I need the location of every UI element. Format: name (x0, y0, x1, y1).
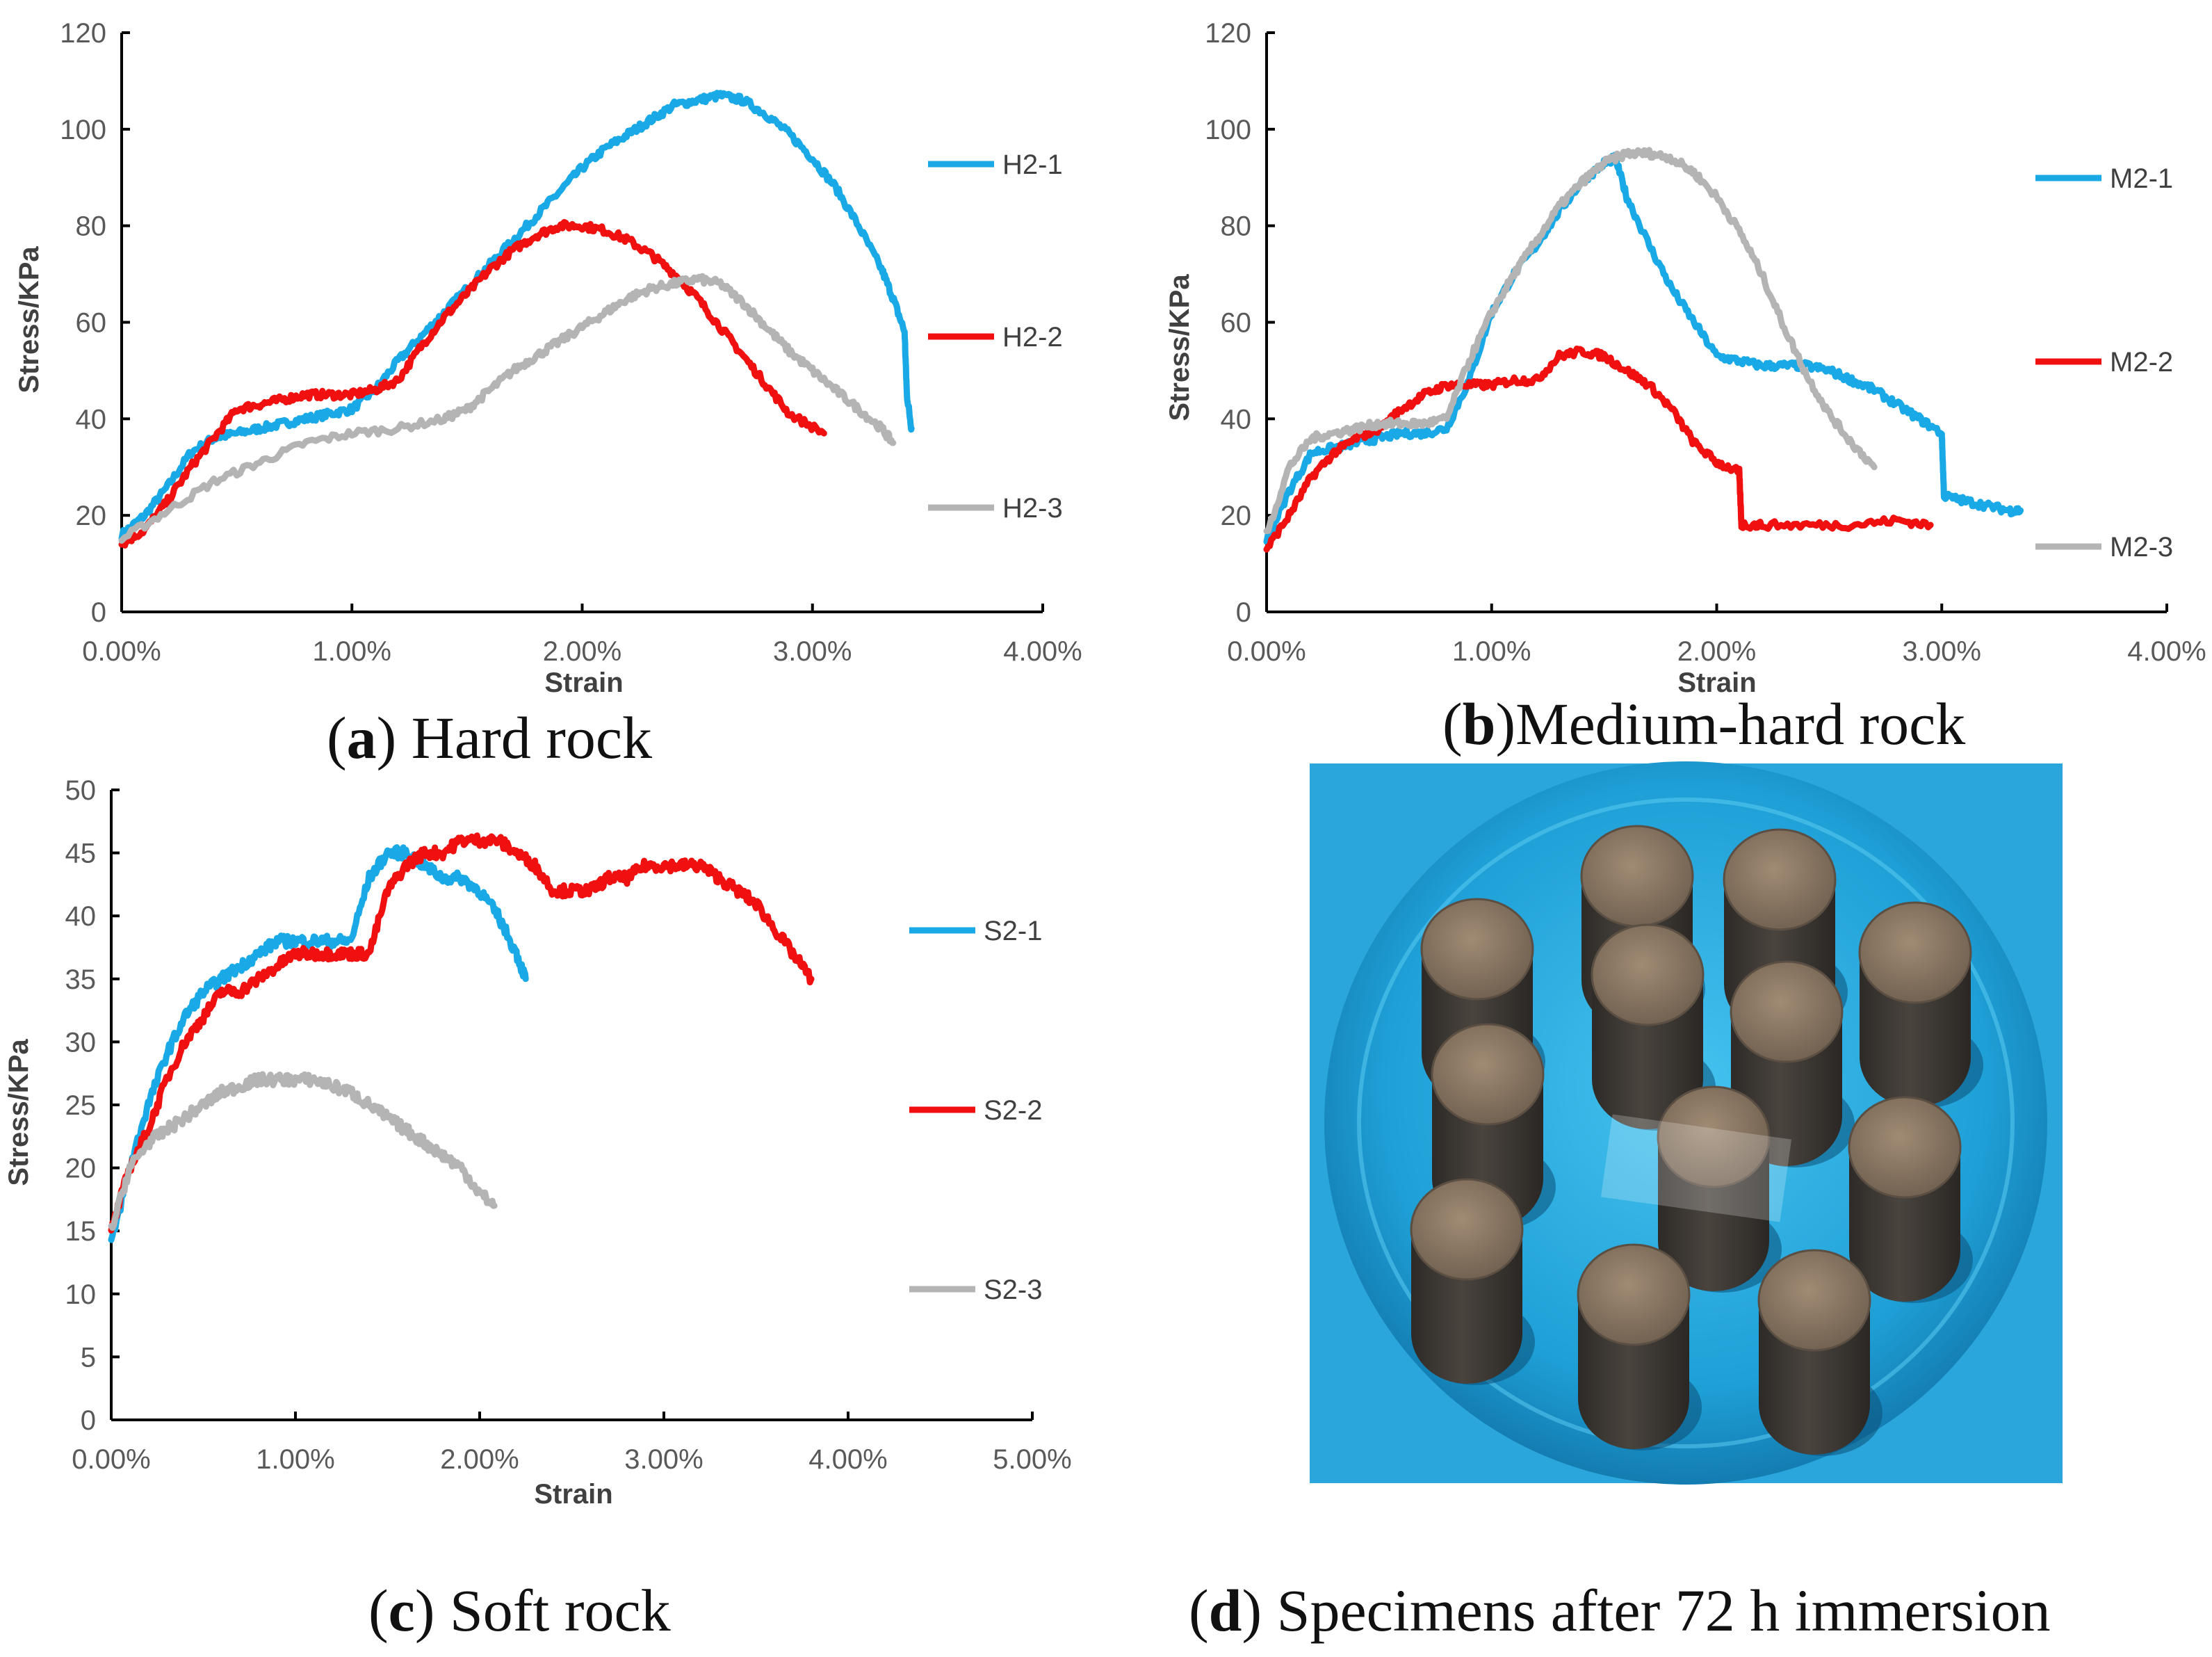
y-tick-label: 0 (91, 597, 106, 628)
y-tick-label: 20 (65, 1154, 97, 1184)
y-tick-label: 100 (1205, 115, 1251, 145)
x-tick-label: 0.00% (1227, 636, 1306, 667)
specimen-cylinder (1410, 1178, 1535, 1385)
legend-label-m2-1: M2-1 (2110, 163, 2173, 194)
x-tick-label: 1.00% (313, 636, 391, 667)
legend-label-h2-1: H2-1 (1002, 149, 1063, 180)
series-line-h2-1 (118, 90, 915, 542)
legend-label-h2-2: H2-2 (1002, 322, 1063, 353)
x-tick-label: 1.00% (256, 1444, 334, 1475)
x-axis-title: Strain (534, 1479, 612, 1510)
y-tick-label: 40 (76, 404, 107, 435)
y-tick-label: 60 (1221, 308, 1252, 339)
series-line-m2-2 (1263, 346, 1934, 553)
y-tick-label: 80 (1221, 211, 1252, 242)
y-tick-label: 80 (76, 211, 107, 242)
y-tick-label: 10 (65, 1279, 97, 1310)
chart-panel-c: 0 5 10 15 20 25 30 35 40 45 50 0.00% 1.00% 2.00% 3.00%… (3, 775, 1072, 1510)
y-tick-label: 30 (65, 1027, 97, 1058)
y-tick-label: 50 (65, 775, 97, 806)
x-tick-label: 2.00% (1677, 636, 1756, 667)
x-tick-label: 1.00% (1452, 636, 1531, 667)
specimen-cylinder (1577, 1243, 1702, 1450)
y-tick-label: 40 (65, 901, 97, 932)
legend-label-h2-3: H2-3 (1002, 493, 1063, 524)
y-tick-label: 45 (65, 839, 97, 869)
chart-panel-a: 0 20 40 60 80 100 120 0.00% 1.00% 2.00% 3.00% 4.00%… (14, 18, 1082, 698)
y-tick-label: 100 (60, 115, 106, 145)
x-tick-label: 0.00% (72, 1444, 150, 1475)
y-tick-label: 120 (60, 18, 106, 49)
x-tick-label: 2.00% (543, 636, 621, 667)
y-axis-title: Stress/KPa (14, 246, 44, 394)
specimen-cylinder (1848, 1096, 1973, 1303)
caption-c: (c) Soft rock (368, 1577, 671, 1644)
specimen-cylinder (1858, 901, 1983, 1108)
legend-label-s2-2: S2-2 (984, 1095, 1043, 1126)
series-line-s2-1 (108, 844, 529, 1243)
x-axis-title: Strain (544, 668, 623, 698)
specimen-cylinder (1591, 923, 1716, 1131)
water-reflection (1600, 1114, 1792, 1222)
series-line-s2-2 (108, 832, 815, 1234)
y-tick-label: 40 (1221, 404, 1252, 435)
y-tick-label: 0 (1236, 597, 1251, 628)
x-tick-label: 4.00% (808, 1444, 887, 1475)
y-axis-title: Stress/KPa (3, 1039, 34, 1186)
y-tick-label: 15 (65, 1216, 97, 1247)
y-tick-label: 120 (1205, 18, 1251, 49)
specimen-group (1410, 825, 1983, 1456)
chart-panel-b: 0 20 40 60 80 100 120 0.00% 1.00% 2.00% 3.00% 4.00%… (1164, 18, 2206, 698)
y-tick-label: 25 (65, 1090, 97, 1121)
caption-d: (d) Specimens after 72 h immersion (1189, 1577, 2051, 1644)
legend-label-s2-3: S2-3 (984, 1275, 1043, 1305)
y-tick-label: 60 (76, 308, 107, 339)
series-line-h2-2 (118, 219, 827, 549)
y-tick-label: 5 (81, 1342, 96, 1373)
y-tick-label: 35 (65, 964, 97, 995)
y-tick-label: 20 (76, 501, 107, 531)
x-tick-label: 4.00% (2127, 636, 2206, 667)
y-axis-title: Stress/KPa (1164, 274, 1195, 421)
x-tick-label: 0.00% (82, 636, 161, 667)
x-tick-label: 3.00% (624, 1444, 703, 1475)
x-axis-title: Strain (1677, 668, 1756, 698)
legend-label-m2-2: M2-2 (2110, 347, 2173, 378)
x-tick-label: 2.00% (440, 1444, 519, 1475)
legend-label-s2-1: S2-1 (984, 916, 1043, 946)
x-tick-label: 4.00% (1003, 636, 1082, 667)
legend-label-m2-3: M2-3 (2110, 532, 2173, 563)
x-tick-label: 3.00% (773, 636, 852, 667)
series-line-s2-3 (108, 1071, 498, 1231)
specimen-cylinder (1757, 1249, 1882, 1456)
caption-a: (a) Hard rock (327, 704, 652, 771)
series-line-m2-1 (1263, 152, 2024, 545)
caption-b: (b)Medium-hard rock (1442, 690, 1965, 757)
specimens-photo (1310, 761, 2063, 1485)
y-tick-label: 0 (81, 1405, 96, 1436)
series-line-h2-3 (118, 273, 897, 544)
series-line-m2-3 (1263, 147, 1878, 535)
specimen-cylinder (1657, 1085, 1782, 1293)
y-tick-label: 20 (1221, 501, 1252, 531)
x-tick-label: 5.00% (993, 1444, 1071, 1475)
x-tick-label: 3.00% (1903, 636, 1981, 667)
